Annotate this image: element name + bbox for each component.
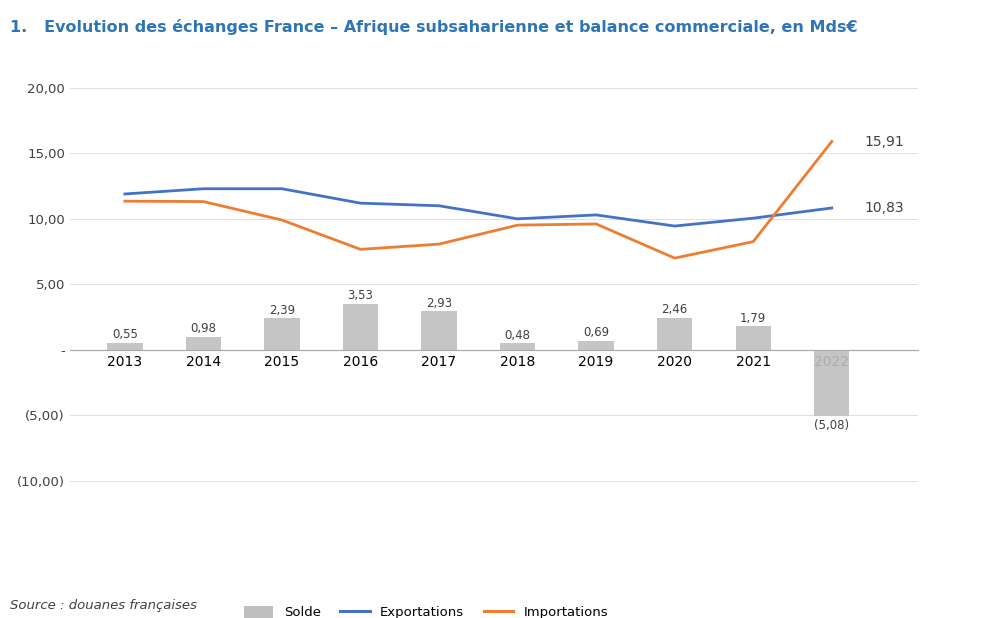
Text: 2,46: 2,46 bbox=[662, 303, 688, 316]
Legend: Solde, Exportations, Importations: Solde, Exportations, Importations bbox=[239, 601, 614, 618]
Bar bbox=[814, 350, 849, 416]
Text: 2,93: 2,93 bbox=[426, 297, 452, 310]
Bar bbox=[421, 311, 457, 350]
Text: 15,91: 15,91 bbox=[864, 135, 904, 148]
Bar bbox=[736, 326, 770, 350]
Bar bbox=[500, 344, 535, 350]
Bar bbox=[186, 337, 222, 350]
Text: 0,55: 0,55 bbox=[112, 328, 138, 341]
Text: (5,08): (5,08) bbox=[814, 419, 849, 432]
Text: Source : douanes françaises: Source : douanes françaises bbox=[10, 599, 197, 612]
Bar bbox=[342, 303, 378, 350]
Text: 0,48: 0,48 bbox=[505, 329, 531, 342]
Text: 2,39: 2,39 bbox=[268, 304, 295, 317]
Bar bbox=[657, 318, 693, 350]
Text: 10,83: 10,83 bbox=[864, 201, 904, 215]
Text: 1,79: 1,79 bbox=[741, 311, 766, 324]
Bar bbox=[264, 318, 299, 350]
Bar bbox=[107, 342, 143, 350]
Text: 3,53: 3,53 bbox=[347, 289, 373, 302]
Bar bbox=[579, 341, 614, 350]
Text: 1.   Evolution des échanges France – Afrique subsaharienne et balance commercial: 1. Evolution des échanges France – Afriq… bbox=[10, 19, 857, 35]
Text: 0,69: 0,69 bbox=[583, 326, 609, 339]
Text: 0,98: 0,98 bbox=[191, 323, 217, 336]
